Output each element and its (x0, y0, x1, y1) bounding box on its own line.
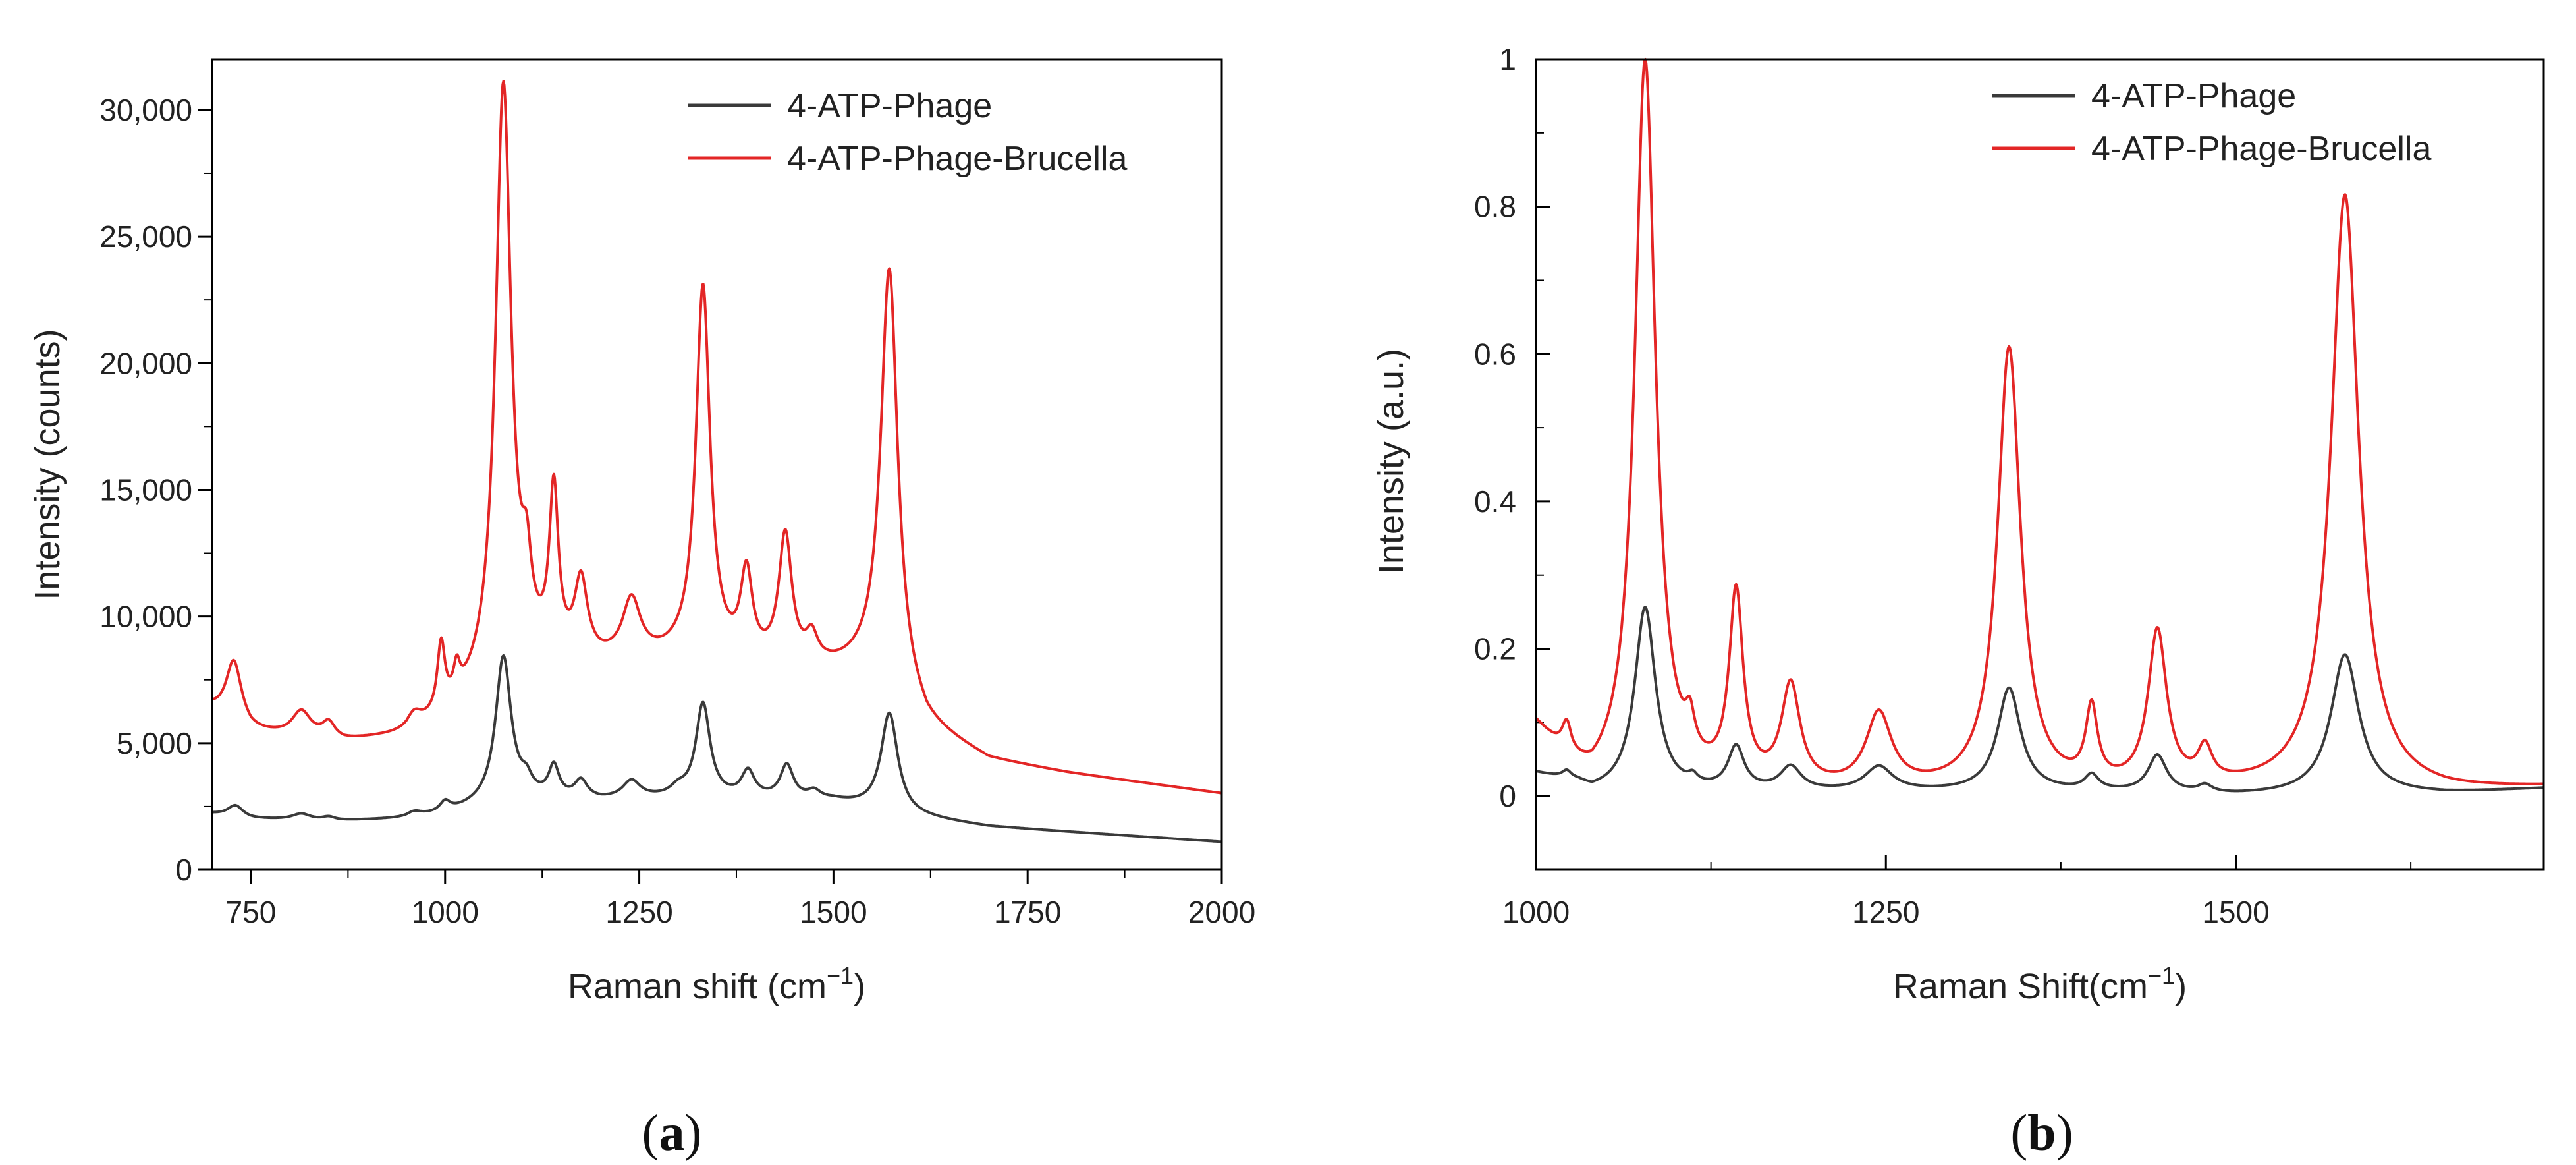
chart-a-xlabel: Raman shift (cm−1) (568, 962, 865, 1006)
chart-b-legend-label-phage: 4-ATP-Phage (2091, 77, 2296, 115)
chart-a-panel-label: (a) (642, 1104, 702, 1161)
series-line-phage-brucella (211, 80, 1222, 795)
y-tick-label: 15,000 (99, 472, 192, 507)
x-tick-label: 1250 (605, 895, 672, 929)
chart-b-plot-frame (1535, 58, 2545, 871)
series-line-phage (1535, 606, 2544, 793)
chart-a-panel-label-open: ( (642, 1104, 659, 1161)
x-tick-label: 1250 (1852, 895, 1919, 929)
chart-b-panel-label: (b) (2010, 1104, 2073, 1161)
chart-b-panel-label-letter: b (2027, 1104, 2056, 1161)
x-tick-label: 1500 (2202, 895, 2269, 929)
y-tick-label: 1 (1499, 42, 1516, 76)
y-tick-label: 0.8 (1474, 190, 1516, 224)
y-tick-label: 0.6 (1474, 337, 1516, 371)
chart-b-xlabel-end: ) (2175, 967, 2187, 1006)
y-tick-label: 0 (175, 853, 192, 887)
y-tick-label: 10,000 (99, 600, 192, 634)
chart-a-legend-label-phage: 4-ATP-Phage (787, 87, 992, 125)
y-tick-label: 0.2 (1474, 632, 1516, 666)
y-tick-label: 0.4 (1474, 484, 1516, 519)
chart-a-legend: 4-ATP-Phage 4-ATP-Phage-Brucella (688, 87, 1127, 178)
chart-b-series (1535, 58, 2544, 793)
chart-b-xlabel-superscript: −1 (2148, 962, 2175, 989)
chart-a-xlabel-main: Raman shift (cm (568, 967, 827, 1006)
chart-a-legend-label-brucella: 4-ATP-Phage-Brucella (787, 140, 1127, 178)
chart-a-xlabel-end: ) (854, 967, 865, 1006)
chart-b-legend: 4-ATP-Phage 4-ATP-Phage-Brucella (1992, 77, 2431, 168)
chart-b-panel-label-close: ) (2056, 1104, 2073, 1161)
chart-a-xlabel-superscript: −1 (827, 962, 854, 989)
x-tick-label: 2000 (1188, 895, 1255, 929)
y-tick-label: 25,000 (99, 219, 192, 254)
chart-a-plot-frame (211, 58, 1223, 871)
chart-a-panel-label-letter: a (659, 1104, 685, 1161)
y-tick-label: 20,000 (99, 346, 192, 380)
chart-panel-b: 1000 1250 1500 0 0.2 0.4 0.6 0.8 1 Intensity (a.… (1371, 42, 2545, 1161)
chart-b-xlabel: Raman Shift(cm−1) (1893, 962, 2187, 1006)
chart-a-series (211, 80, 1222, 843)
x-tick-label: 750 (226, 895, 277, 929)
chart-b-panel-label-open: ( (2010, 1104, 2027, 1161)
chart-a-ylabel: Intensity (counts) (28, 329, 67, 600)
chart-b-legend-label-brucella: 4-ATP-Phage-Brucella (2091, 130, 2431, 168)
x-tick-label: 1000 (1502, 895, 1570, 929)
y-tick-label: 5,000 (117, 726, 192, 760)
x-tick-label: 1750 (994, 895, 1061, 929)
y-tick-label: 0 (1499, 779, 1516, 813)
x-tick-label: 1000 (412, 895, 479, 929)
chart-panel-a: 750 1000 1250 1500 1750 2000 0 5,000 10,000 15,00… (28, 58, 1255, 1161)
x-tick-label: 1500 (800, 895, 867, 929)
chart-b-ticks: 1000 1250 1500 0 0.2 0.4 0.6 0.8 1 (1474, 42, 2412, 929)
chart-a-ticks: 750 1000 1250 1500 1750 2000 0 5,000 10,000 15,00… (99, 93, 1255, 929)
series-line-phage-brucella (1535, 58, 2544, 785)
chart-b-ylabel: Intensity (a.u.) (1371, 349, 1411, 574)
y-tick-label: 30,000 (99, 93, 192, 127)
chart-a-panel-label-close: ) (685, 1104, 702, 1161)
series-line-phage (211, 654, 1222, 843)
chart-b-xlabel-main: Raman Shift(cm (1893, 967, 2148, 1006)
